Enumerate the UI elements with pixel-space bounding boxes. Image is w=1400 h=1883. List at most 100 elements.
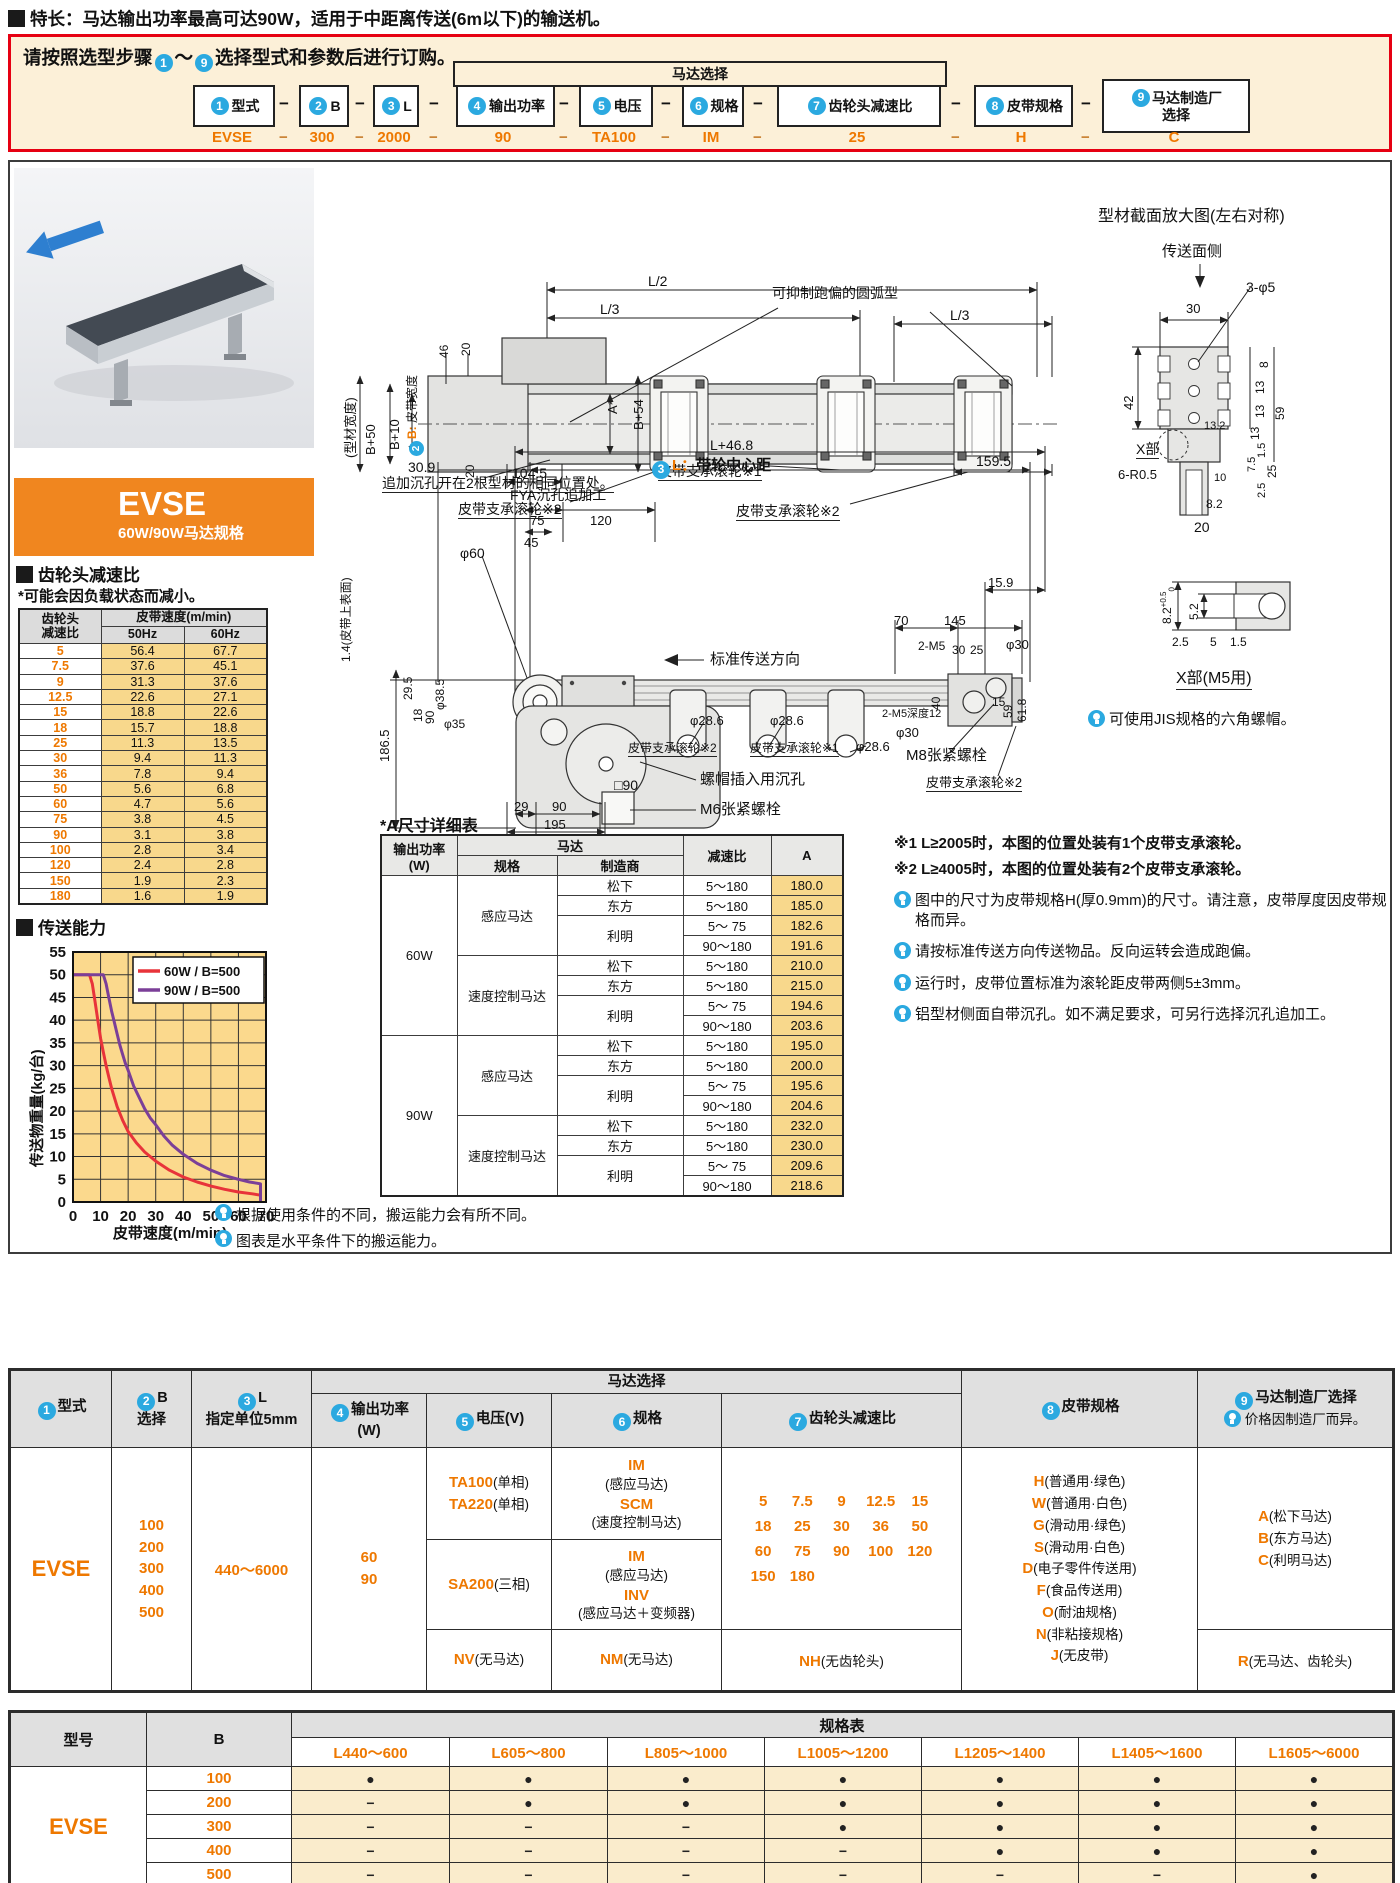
xd-82: 8.2 bbox=[1160, 607, 1174, 624]
svg-text:45: 45 bbox=[49, 989, 66, 1006]
dim-a-star: A* bbox=[605, 400, 620, 414]
matrix-row: 200− ● ● ● ● ● ● bbox=[10, 1790, 1395, 1815]
a-ratio-cell: 90～180 bbox=[682, 1095, 772, 1116]
matrix-avail-cell: ● bbox=[449, 1766, 608, 1791]
dim-dia-30: φ30 bbox=[1006, 637, 1029, 652]
sel-model-cell: EVSE bbox=[9, 1447, 112, 1693]
dim-l2: L/2 bbox=[648, 273, 668, 289]
hint-icon bbox=[215, 1204, 232, 1221]
option-code: D bbox=[1022, 1560, 1034, 1578]
ratio-value: 50 bbox=[911, 1517, 929, 1535]
code-b: 300 bbox=[309, 129, 335, 146]
sel-header-type: 1 型式 bbox=[9, 1368, 112, 1449]
callout-arc-type: 可抑制跑偏的圆弧型 bbox=[772, 285, 898, 301]
a-ratio-cell: 5～180 bbox=[682, 1055, 772, 1076]
a-dim-cell: 203.6 bbox=[770, 1015, 844, 1036]
svg-text:0: 0 bbox=[69, 1208, 77, 1225]
sel-h-text2: 指定单位5mm bbox=[205, 1411, 298, 1428]
matrix-row: EVSE 100 ● ● ● ● ● ● ● bbox=[9, 1766, 1395, 1883]
matrix-header-l: L605～800 bbox=[449, 1737, 608, 1767]
callout-nut-counterbore: 螺帽插入用沉孔 bbox=[700, 771, 806, 788]
option-code: F bbox=[1036, 1582, 1046, 1599]
label-x-part: X部 bbox=[1136, 441, 1160, 460]
dim-2-m5-depth-12: 2-M5深度12 bbox=[882, 708, 942, 720]
stepbox-label: 型式 bbox=[231, 98, 260, 114]
gear-header-50hz: 50Hz bbox=[100, 626, 185, 644]
gear-header-60hz: 60Hz bbox=[183, 626, 268, 644]
hint-icon bbox=[215, 1230, 232, 1247]
option-desc: (普通用·白色) bbox=[1046, 1496, 1128, 1511]
dim-section-30: 30 bbox=[1186, 301, 1201, 316]
x-detail-title: X部(M5用) bbox=[1176, 670, 1252, 690]
sel-header-maker: 9 马达制造厂选择 价格因制造厂而异。 bbox=[1197, 1368, 1394, 1449]
gear-row: 15 18.8 22.6 bbox=[18, 704, 268, 721]
option-code: C bbox=[1258, 1551, 1269, 1569]
option-code: NM bbox=[600, 1651, 624, 1669]
matrix-avail-cell: ● bbox=[921, 1814, 1079, 1839]
chart-note-1: 根据使用条件的不同，搬运能力会有所不同。 bbox=[215, 1204, 536, 1225]
option-desc: (单相) bbox=[492, 1496, 529, 1512]
dim-29: 29 bbox=[514, 799, 529, 814]
gear-ratio-cell: 150 bbox=[18, 872, 102, 889]
dash: − bbox=[355, 129, 364, 146]
spec-matrix-table: 型号 B 规格表 L440～600 L605～800 L805～1000 L10… bbox=[8, 1710, 1396, 1883]
svg-text:50: 50 bbox=[49, 967, 66, 984]
dim-46: 46 bbox=[437, 344, 451, 358]
matrix-row: 400− − − − ● ● ● bbox=[10, 1838, 1395, 1863]
dim-20: 20 bbox=[459, 342, 473, 356]
dim-3-dia-5: 3-φ5 bbox=[1246, 279, 1276, 295]
step-9-badge: 9 bbox=[195, 54, 214, 72]
callout-standard-direction: 标准传送方向 bbox=[710, 651, 801, 668]
matrix-avail-cell: ● bbox=[921, 1838, 1079, 1863]
a-row: 东方 5～180 200.0 bbox=[381, 1055, 844, 1076]
ratio-value: 60 bbox=[754, 1542, 772, 1560]
matrix-avail-cell: − bbox=[607, 1862, 765, 1883]
a-ratio-cell: 5～180 bbox=[682, 1135, 772, 1156]
sel-power-cell: 60 90 bbox=[311, 1447, 427, 1693]
a-maker-cell: 东方 bbox=[556, 1135, 684, 1156]
sel-voltage-cell: NV(无马达) bbox=[426, 1629, 552, 1693]
gear-row: 75 3.8 4.5 bbox=[18, 811, 268, 828]
dim-dia-30b: φ30 bbox=[896, 725, 919, 740]
matrix-avail-cell: ● bbox=[1234, 1862, 1395, 1883]
dim-13-2: 13.2 bbox=[1204, 420, 1226, 432]
dim-195: 195 bbox=[544, 817, 566, 832]
a-spec-cell: 感应马达 bbox=[456, 875, 558, 956]
a-spec-cell: 感应马达 bbox=[456, 1035, 558, 1116]
dim-belt-width: 2 B: 皮带宽度 bbox=[405, 375, 424, 458]
stepbox-maker-line1: 9 马达制造厂 bbox=[1130, 88, 1222, 107]
chart-note-text: 根据使用条件的不同，搬运能力会有所不同。 bbox=[236, 1207, 537, 1224]
matrix-avail-cell: − bbox=[291, 1790, 450, 1815]
ratio-value: 120 bbox=[907, 1542, 933, 1560]
selection-table: 1 型式 2 B 选择 3 L 指定单位5mm 马达选择 8 皮带规格 9 马达制造厂选择 价格… bbox=[8, 1368, 1395, 1694]
matrix-header-model: 型号 bbox=[9, 1711, 147, 1767]
gear-50hz-cell: 5.6 bbox=[100, 780, 185, 797]
matrix-row: 300− − − ● ● ● ● bbox=[10, 1814, 1395, 1839]
matrix-header-band: 规格表 bbox=[290, 1711, 1395, 1738]
svg-text:40: 40 bbox=[175, 1208, 192, 1225]
technical-drawing-art bbox=[356, 264, 1291, 838]
stepbox-label: B bbox=[330, 98, 341, 114]
gear-row: 100 2.8 3.4 bbox=[18, 841, 268, 859]
a-maker-cell: 东方 bbox=[556, 1055, 684, 1076]
dim-2-m5: 2-M5 bbox=[918, 639, 946, 653]
a-row: 90W 感应马达 松下 5～180 195.0 bbox=[380, 1035, 844, 1197]
option-desc: (耐油规格) bbox=[1053, 1604, 1117, 1620]
gear-ratio-cell: 12.5 bbox=[18, 688, 102, 706]
dim-dia-35: φ35 bbox=[444, 717, 466, 731]
a-ratio-cell: 5～180 bbox=[682, 1035, 772, 1056]
option-code: H bbox=[1033, 1473, 1045, 1491]
a-ratio-cell: 5～ 75 bbox=[682, 915, 772, 936]
matrix-b-cell: 200 bbox=[146, 1790, 292, 1815]
order-title: 请按照选型步骤 1 ～ 9 选择型式和参数后进行订购。 bbox=[23, 44, 456, 72]
matrix-avail-cell: ● bbox=[449, 1790, 608, 1815]
sel-h-text2: (W) bbox=[357, 1423, 381, 1440]
gear-60hz-cell: 67.7 bbox=[183, 642, 268, 660]
gear-row: 7.5 37.6 45.1 bbox=[18, 658, 268, 675]
a-dim-cell: 232.0 bbox=[770, 1115, 844, 1136]
gear-ratio-cell: 30 bbox=[18, 750, 102, 767]
dash: − bbox=[279, 129, 288, 146]
a-row: 90～180 218.6 bbox=[381, 1175, 844, 1197]
ratio-value: 12.5 bbox=[866, 1492, 896, 1510]
